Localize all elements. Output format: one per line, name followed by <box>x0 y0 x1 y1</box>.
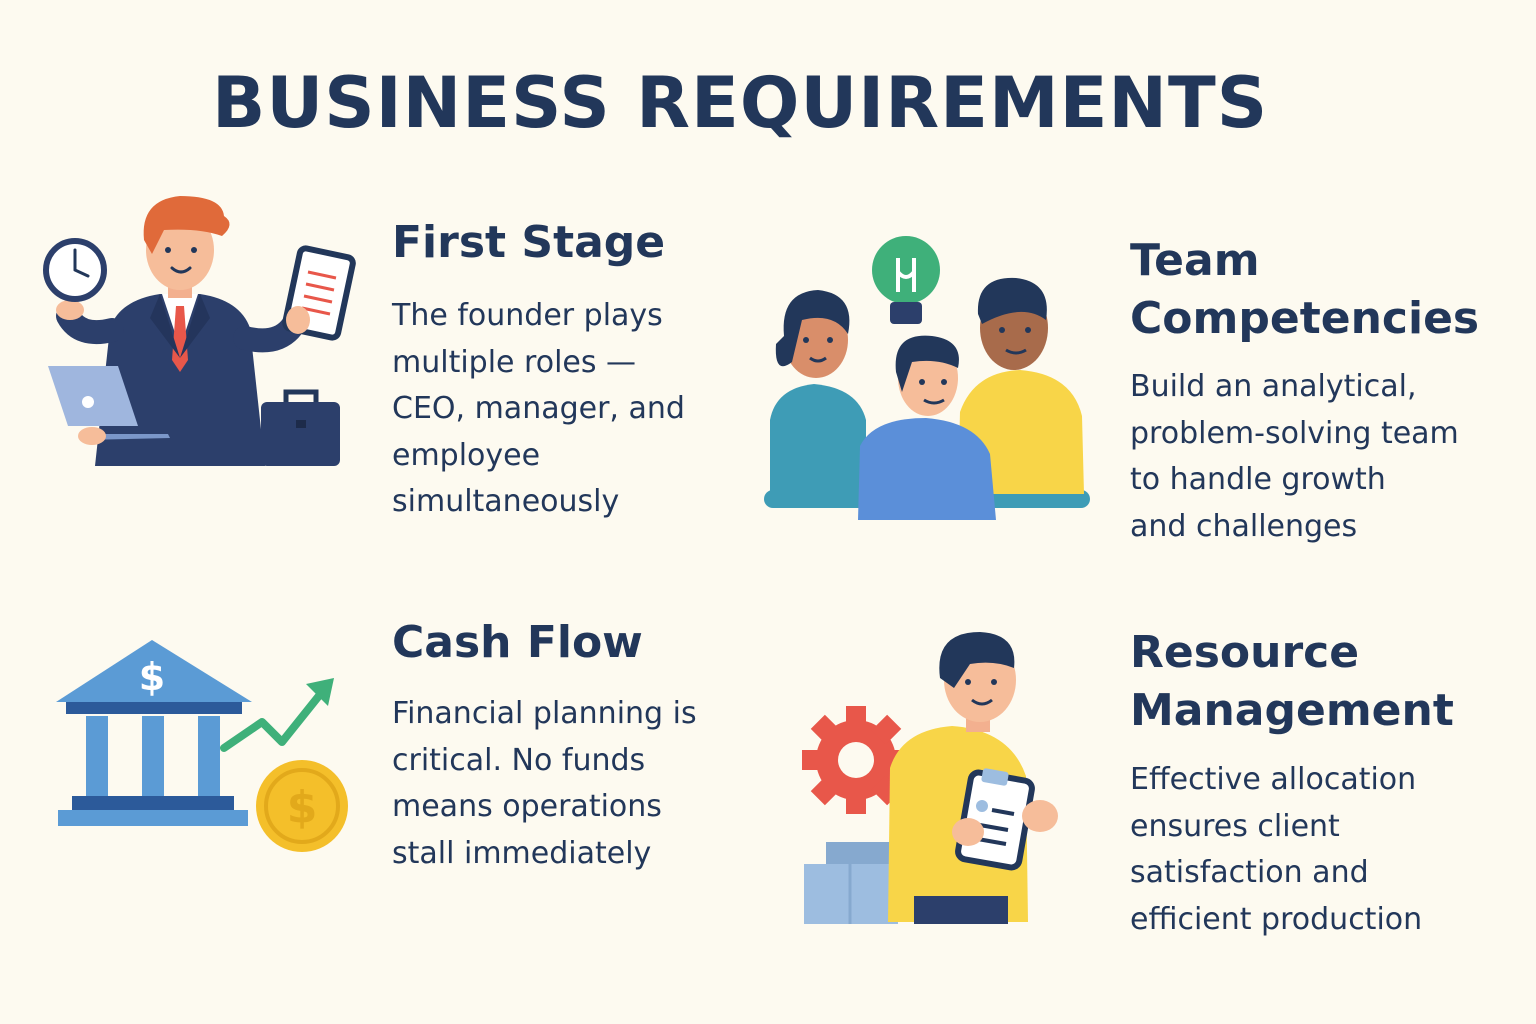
first-stage-heading: First Stage <box>392 217 666 268</box>
bank-growth-icon: $ $ <box>56 636 356 858</box>
first-stage-description: The founder plays multiple roles — CEO, … <box>392 298 685 519</box>
resource-management-heading: Resource Management <box>1130 627 1454 736</box>
team-competencies-heading: Team Competencies <box>1130 235 1480 344</box>
founder-multitasking-icon <box>40 188 370 473</box>
svg-text:$: $ <box>287 782 318 833</box>
page-title: BUSINESS REQUIREMENTS <box>212 62 1269 144</box>
svg-text:$: $ <box>139 655 165 699</box>
team-competencies-description: Build an analytical, problem-solving tea… <box>1130 369 1459 544</box>
cash-flow-heading: Cash Flow <box>392 617 643 668</box>
cash-flow-description: Financial planning is critical. No funds… <box>392 696 697 871</box>
team-idea-icon <box>762 232 1092 522</box>
resource-manager-icon <box>802 626 1064 924</box>
resource-management-description: Effective allocation ensures client sati… <box>1130 762 1423 937</box>
